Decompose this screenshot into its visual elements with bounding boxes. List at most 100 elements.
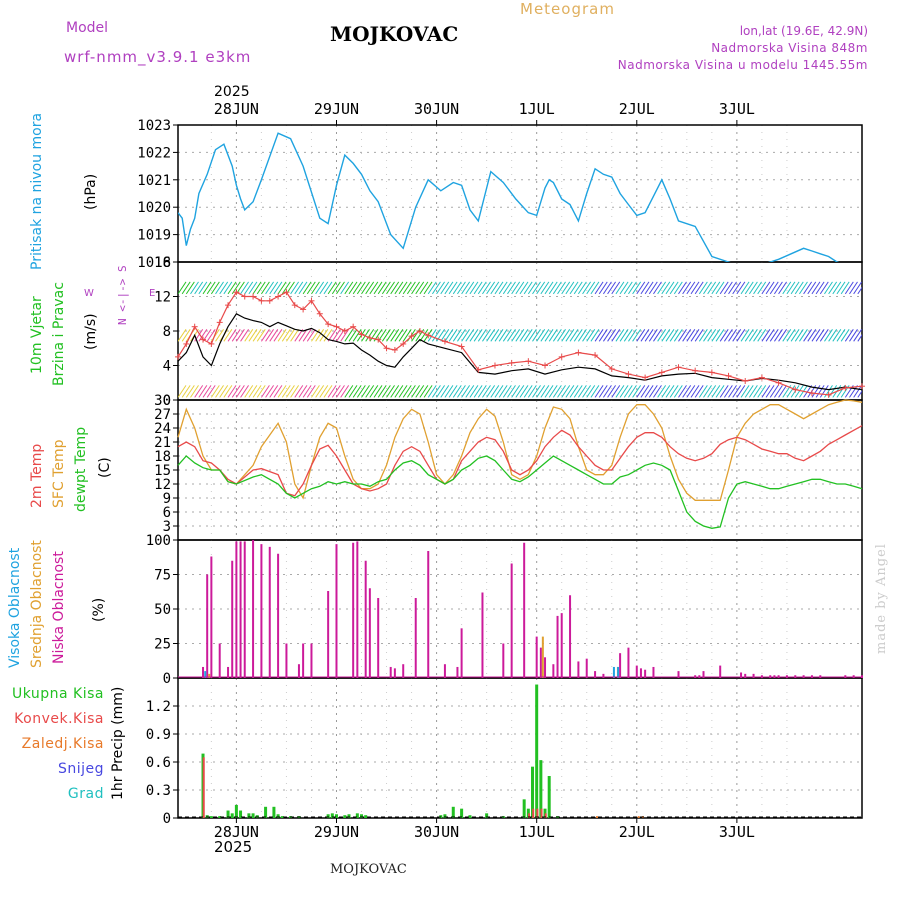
- wind-barb: [315, 329, 325, 342]
- wind-barb: [582, 281, 591, 295]
- wind-barb: [219, 281, 229, 295]
- wind-barb: [473, 281, 483, 295]
- wind-barb: [565, 281, 575, 295]
- wind-barb: [736, 281, 746, 295]
- wind-barb: [419, 329, 429, 342]
- wind-barb: [327, 281, 337, 295]
- wind-barb: [477, 385, 487, 398]
- wind-barb: [565, 329, 575, 342]
- wind-barb: [515, 281, 525, 295]
- wind-barb: [440, 329, 450, 342]
- wind-barb: [794, 329, 804, 342]
- wind-barb: [373, 385, 383, 398]
- wind-barb: [219, 385, 229, 398]
- wind-barb: [515, 385, 525, 398]
- wind-barb: [178, 281, 187, 295]
- precip-bar-2: [637, 816, 640, 818]
- wind-barb: [194, 281, 204, 295]
- wind-barb: [444, 385, 454, 398]
- wind-barb: [290, 385, 300, 398]
- day-label-top: 29JUN: [314, 100, 359, 118]
- wind-barb: [778, 329, 788, 342]
- wind-barb: [235, 329, 245, 342]
- wind-barb: [577, 385, 587, 398]
- y-tick-label: 12: [154, 290, 171, 306]
- wind-barb: [773, 281, 783, 295]
- wind-barb: [544, 281, 554, 295]
- temp-2m-line: [177, 425, 863, 497]
- wind-barb: [765, 385, 775, 398]
- wind-barb: [586, 281, 596, 295]
- wind-barb: [286, 385, 295, 398]
- wind-barb: [519, 281, 529, 295]
- wind-barb: [632, 385, 642, 398]
- wind-barb: [402, 329, 412, 342]
- wind-barb: [269, 281, 279, 295]
- wind-barb: [477, 329, 487, 342]
- wind-barb: [757, 385, 767, 398]
- wind-barb: [594, 385, 604, 398]
- panel-4: 0 0.3 0.6 0.9 1.2: [146, 677, 863, 827]
- precip-bar-1: [528, 813, 531, 818]
- wind-barb: [336, 385, 345, 398]
- y-tick-label: 0.6: [146, 755, 171, 771]
- wind-barb: [465, 329, 475, 342]
- wind-barb: [206, 385, 216, 398]
- wind-barb: [273, 329, 283, 342]
- wind-barb: [807, 281, 817, 295]
- wind-barb: [615, 281, 625, 295]
- precip-bar-0: [355, 813, 359, 818]
- wind-barb: [573, 329, 583, 342]
- wind-barb: [498, 281, 508, 295]
- wind-barb: [736, 385, 746, 398]
- wind-barb: [711, 329, 721, 342]
- wind-barb: [461, 329, 471, 342]
- y-tick-label: 0.3: [146, 783, 171, 799]
- day-label-bottom: 30JUN: [414, 823, 459, 841]
- wind-barb: [640, 281, 650, 295]
- wind-barb: [707, 281, 717, 295]
- wind-barb: [423, 281, 433, 295]
- precip-bar-0: [276, 814, 280, 818]
- wind-barb: [411, 385, 420, 398]
- wind-barb: [707, 385, 717, 398]
- wind-barb: [598, 329, 608, 342]
- wind-barb: [815, 281, 825, 295]
- compass-e: E: [149, 288, 156, 299]
- wind-barb: [782, 281, 792, 295]
- wind-barb: [582, 329, 591, 342]
- y-tick-label: 50: [154, 602, 171, 618]
- wind-barb: [799, 329, 808, 342]
- precip-bar-0: [539, 760, 543, 818]
- wind-barb: [536, 329, 546, 342]
- wind-barb: [586, 385, 596, 398]
- wind-barb: [661, 281, 671, 295]
- y-tick-label: 9: [163, 491, 171, 507]
- wind-barb: [215, 281, 224, 295]
- wind-barb: [732, 281, 742, 295]
- wind-barb: [486, 329, 496, 342]
- wind-barb: [302, 281, 312, 295]
- wind-barb: [761, 385, 771, 398]
- wind-barb: [315, 281, 325, 295]
- wind-barb: [523, 329, 533, 342]
- wind-barb: [373, 281, 383, 295]
- wind-barb: [281, 385, 291, 398]
- panel-frame: [177, 677, 863, 819]
- wind-barb: [653, 385, 662, 398]
- pressure-line: [178, 132, 840, 262]
- wind-barb: [819, 385, 829, 398]
- wind-barb: [769, 385, 779, 398]
- wind-barb: [794, 385, 804, 398]
- wind-barb: [473, 329, 483, 342]
- wind-barb: [636, 329, 646, 342]
- wind-barb: [210, 385, 220, 398]
- wind-barb: [536, 385, 546, 398]
- wind-barb: [223, 329, 233, 342]
- wind-barb: [348, 329, 358, 342]
- wind-barb: [352, 385, 362, 398]
- day-label-top: 1JUL: [519, 100, 555, 118]
- wind-barb: [557, 281, 566, 295]
- y-tick-label: 1021: [137, 173, 171, 189]
- wind-barb: [803, 329, 813, 342]
